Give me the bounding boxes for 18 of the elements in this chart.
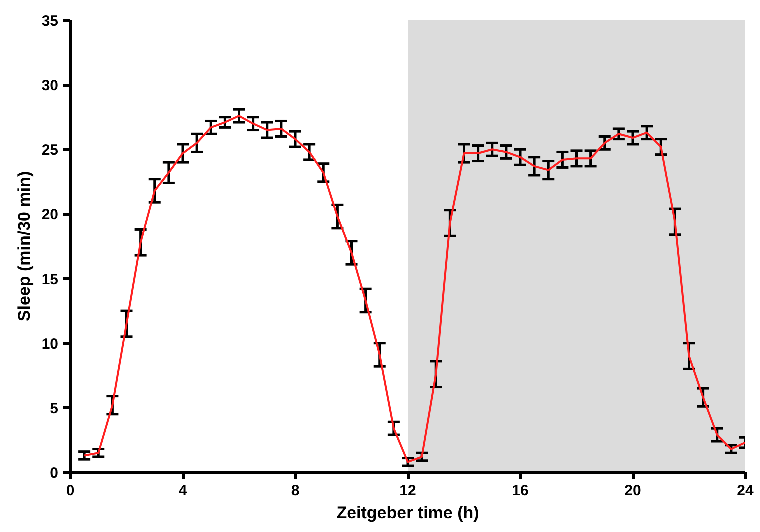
y-tick-label: 5: [50, 400, 58, 418]
x-tick-label: 24: [737, 482, 754, 500]
y-axis-title: Sleep (min/30 min): [14, 171, 34, 322]
x-tick-label: 12: [400, 482, 416, 500]
x-tick-label: 8: [291, 482, 300, 500]
line-series: [84, 115, 746, 464]
y-tick-label: 15: [42, 271, 59, 288]
y-tick-label: 30: [42, 78, 59, 95]
y-tick-label: 10: [42, 336, 59, 353]
x-tick-label: 4: [178, 482, 188, 500]
y-tick-label: 35: [42, 13, 59, 30]
x-axis-title: Zeitgeber time (h): [336, 504, 480, 522]
x-tick-label: 20: [624, 482, 642, 500]
x-tick-label: 0: [66, 482, 75, 500]
y-tick-label: 20: [42, 206, 59, 224]
y-tick-label: 25: [42, 142, 59, 160]
y-tick-label: 0: [50, 465, 58, 482]
x-tick-label: 16: [512, 482, 529, 500]
